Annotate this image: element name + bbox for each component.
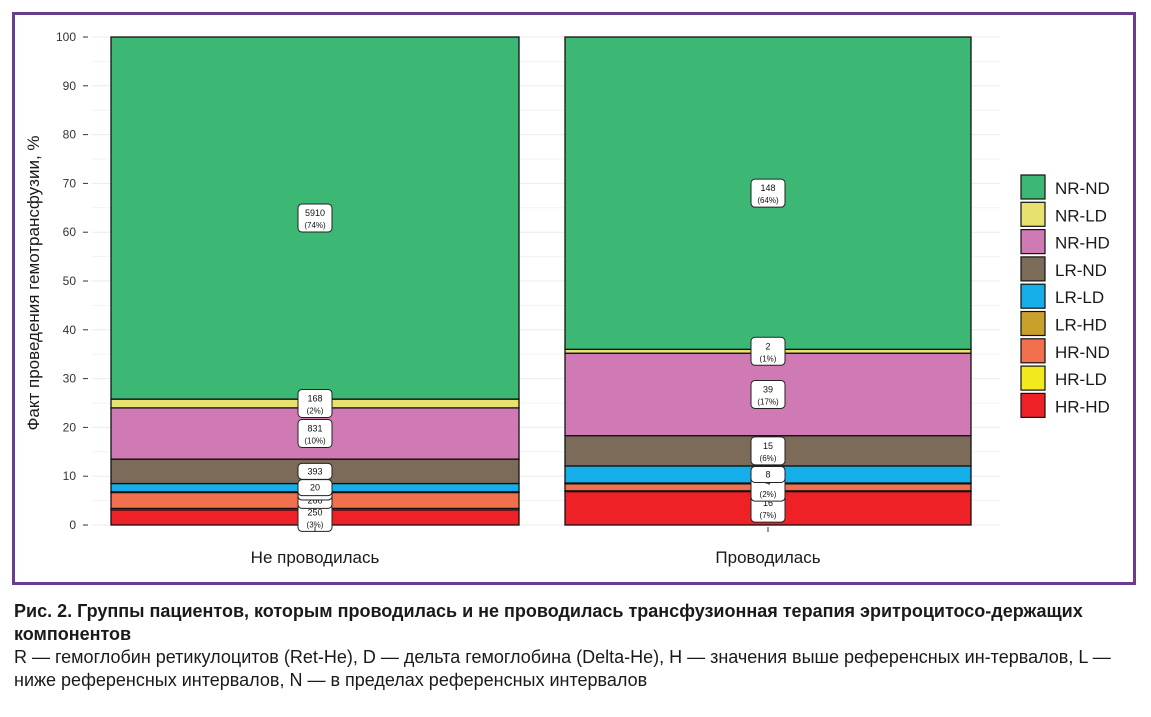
data-label-count: 250 <box>307 507 322 517</box>
y-tick-label: 80 <box>63 128 77 142</box>
x-tick-label: Не проводилась <box>251 548 380 567</box>
legend-label: LR-LD <box>1055 288 1104 307</box>
legend-swatch <box>1020 338 1046 364</box>
legend-item-lr-nd: LR-ND <box>1020 256 1107 282</box>
legend-item-lr-ld: LR-LD <box>1020 283 1104 309</box>
legend-item-hr-hd: HR-HD <box>1020 392 1110 418</box>
legend-label: HR-LD <box>1055 370 1107 389</box>
data-label-percent: (1%) <box>760 354 777 363</box>
data-label-lr-nd-2: 15 (6%) <box>750 436 786 466</box>
y-tick-label: 90 <box>63 79 77 93</box>
legend-label: LR-ND <box>1055 261 1107 280</box>
data-label-percent: (64%) <box>757 196 779 205</box>
legend-swatch <box>1020 392 1046 418</box>
data-label-nr-nd-2: 148 (64%) <box>750 178 786 208</box>
data-label-count: 8 <box>765 469 770 479</box>
data-label-lr-ld-1: 20 <box>297 479 333 497</box>
y-tick-label: 30 <box>63 372 77 386</box>
data-label-box <box>297 388 333 418</box>
data-label-percent: (2%) <box>760 490 777 499</box>
legend-swatch <box>1020 201 1046 227</box>
y-tick-label: 100 <box>56 30 76 44</box>
legend-swatch <box>1020 256 1046 282</box>
y-tick-label: 40 <box>63 323 77 337</box>
legend-item-nr-hd: NR-HD <box>1020 229 1110 255</box>
figure-caption: Рис. 2. Группы пациентов, которым провод… <box>14 600 1139 692</box>
y-tick-label: 60 <box>63 225 77 239</box>
y-axis-label: Факт проведения гемотрансфузии, % <box>24 135 43 430</box>
data-label-box <box>750 436 786 466</box>
data-label-count: 15 <box>763 441 773 451</box>
legend-item-nr-nd: NR-ND <box>1020 174 1110 200</box>
data-label-percent: (74%) <box>304 221 326 230</box>
data-label-count: 16 <box>763 498 773 508</box>
data-label-count: 20 <box>310 483 320 493</box>
legend-swatch <box>1020 365 1046 391</box>
legend-label: LR-HD <box>1055 316 1107 335</box>
data-label-box <box>750 379 786 409</box>
legend-swatch <box>1020 283 1046 309</box>
legend: NR-ND NR-LD NR-HD LR-ND LR-LD LR-HD HR-ND HR-LD… <box>1020 174 1110 418</box>
data-label-count: 5910 <box>305 208 325 218</box>
data-label-count: 393 <box>307 466 322 476</box>
data-label-box <box>750 465 786 483</box>
x-tick-label: Проводилась <box>715 548 820 567</box>
caption-text: R — гемоглобин ретикулоцитов (Ret-He), D… <box>14 647 1111 690</box>
data-label-nr-hd-1: 831 (10%) <box>297 419 333 448</box>
data-label-box <box>297 203 333 233</box>
legend-swatch <box>1020 174 1046 200</box>
y-axis-ticks: 0 10 20 30 40 50 60 70 80 90 100 <box>56 30 88 532</box>
bar-segment-nr-hd-2 <box>564 352 972 437</box>
data-label-percent: (3%) <box>307 520 324 529</box>
data-label-count: 168 <box>307 393 322 403</box>
data-label-box <box>750 178 786 208</box>
x-axis-labels: Не проводилась Проводилась <box>251 527 821 567</box>
data-label-percent: (17%) <box>757 397 779 406</box>
legend-item-hr-nd: HR-ND <box>1020 338 1110 364</box>
data-label-box <box>297 419 333 448</box>
data-label-count: 148 <box>760 183 775 193</box>
data-label-percent: (6%) <box>760 454 777 463</box>
y-tick-label: 50 <box>63 274 77 288</box>
legend-swatch <box>1020 310 1046 337</box>
data-label-percent: (10%) <box>304 437 326 446</box>
data-label-count: 831 <box>307 424 322 434</box>
data-label-nr-ld-1: 168 (2%) <box>297 388 333 418</box>
legend-label: NR-ND <box>1055 179 1110 198</box>
data-label-nr-nd-1: 5910 (74%) <box>297 203 333 233</box>
data-label-lr-nd-1: 393 <box>297 462 333 480</box>
y-tick-label: 10 <box>63 469 77 483</box>
data-label-lr-ld-2: 8 <box>750 465 786 483</box>
y-tick-label: 70 <box>63 176 77 190</box>
legend-swatch <box>1020 229 1046 255</box>
data-label-box <box>297 462 333 480</box>
legend-label: NR-LD <box>1055 206 1107 225</box>
y-tick-label: 0 <box>69 518 76 532</box>
data-label-nr-hd-2: 39 (17%) <box>750 379 786 409</box>
data-label-count: 39 <box>763 384 773 394</box>
y-tick-label: 20 <box>63 420 77 434</box>
legend-label: HR-HD <box>1055 397 1110 416</box>
legend-label: HR-ND <box>1055 343 1110 362</box>
data-label-percent: (7%) <box>760 511 777 520</box>
legend-item-nr-ld: NR-LD <box>1020 201 1107 227</box>
legend-item-hr-ld: HR-LD <box>1020 365 1107 391</box>
data-label-count: 2 <box>765 341 770 351</box>
caption-title: Рис. 2. Группы пациентов, которым провод… <box>14 601 1083 644</box>
data-label-box <box>750 336 786 366</box>
data-labels: 250(3%)16(7%)2664(2%)420839315(6%)831(10… <box>297 178 786 532</box>
legend-label: NR-HD <box>1055 234 1110 253</box>
legend-item-lr-hd: LR-HD <box>1020 310 1107 337</box>
data-label-nr-ld-2: 2 (1%) <box>750 336 786 366</box>
data-label-percent: (2%) <box>307 406 324 415</box>
